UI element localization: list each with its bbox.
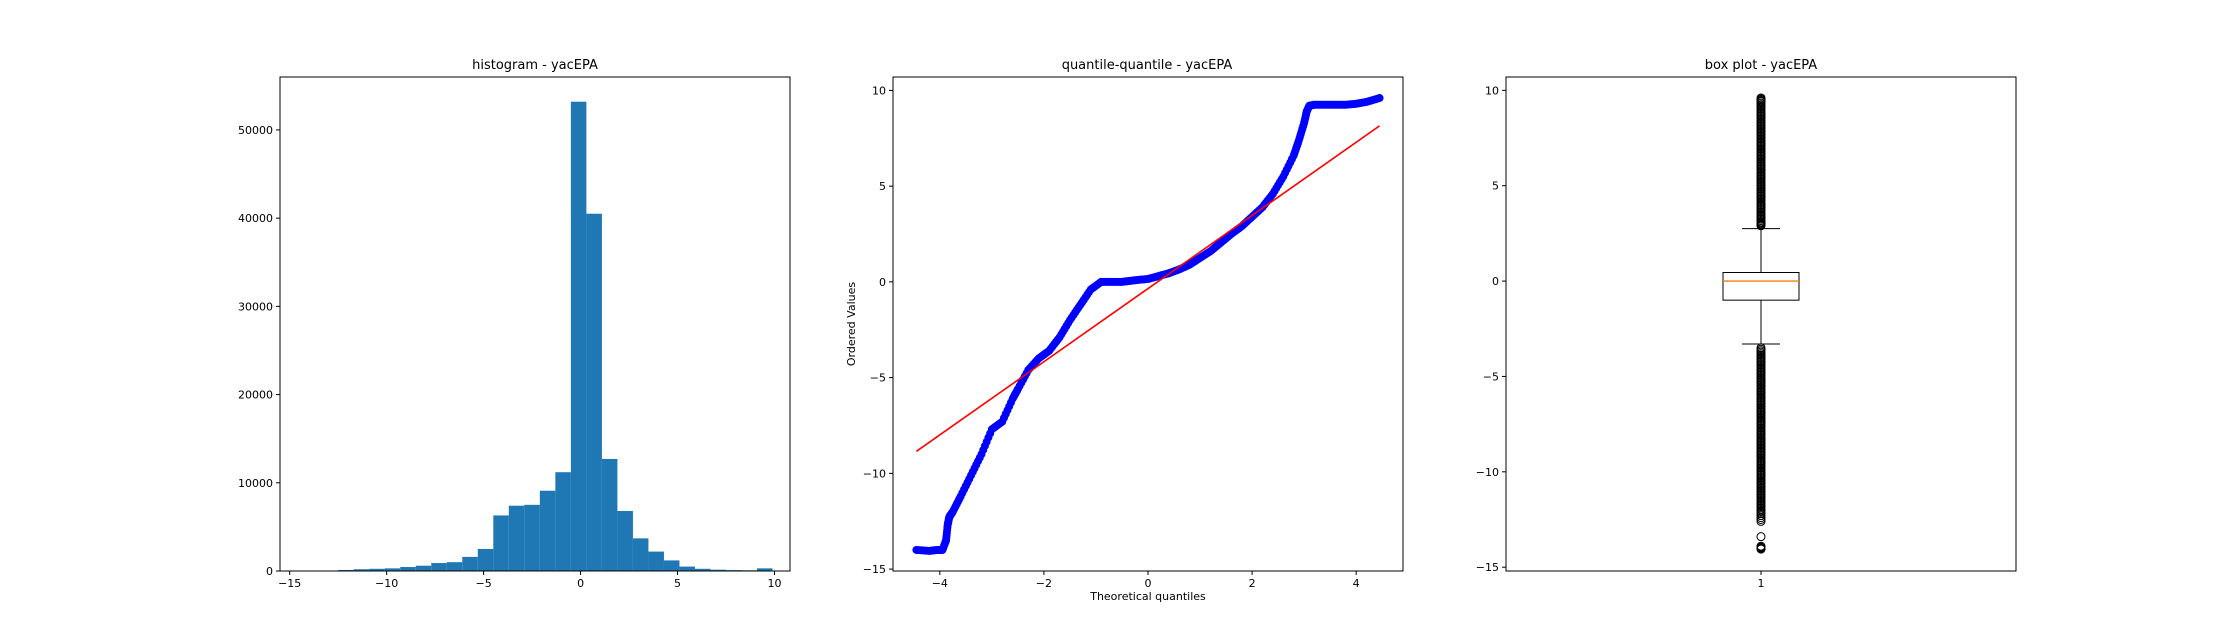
histogram-bar (508, 505, 525, 571)
histogram-bar (415, 565, 432, 571)
histogram-bar (570, 101, 587, 571)
qq-xtick-label: 4 (1353, 577, 1360, 590)
histogram-ytick-label: 0 (266, 565, 273, 578)
histogram-bar (648, 551, 664, 571)
qq-ylabel: Ordered Values (845, 282, 858, 366)
histogram-ytick-label: 30000 (238, 300, 273, 313)
boxplot-ytick-label: 0 (1492, 275, 1499, 288)
histogram-bar (617, 511, 633, 571)
histogram-ticks: −15 −10 −5 0 5 10 0 10000 20000 30000 40000 50000 (238, 124, 781, 590)
qq-xtick-label: −2 (1036, 577, 1052, 590)
histogram-ytick-label: 20000 (238, 389, 273, 402)
boxplot-body (1722, 93, 1800, 554)
boxplot-flier (1756, 516, 1766, 526)
qq-ytick-label: 0 (879, 276, 886, 289)
histogram-bar (679, 566, 695, 571)
boxplot-flier (1756, 544, 1766, 554)
histogram-axes-frame (279, 76, 791, 572)
qq-fit-line (915, 125, 1381, 452)
boxplot-ticks: 1 −15 −10 −5 0 5 10 (1476, 84, 1765, 590)
qq-ytick-label: 5 (879, 180, 886, 193)
histogram-bar (384, 568, 401, 571)
boxplot-ytick-label: −10 (1476, 466, 1499, 479)
boxplot-ytick-label: −5 (1483, 370, 1499, 383)
histogram-bar (710, 569, 727, 571)
histogram-ytick-label: 40000 (238, 212, 273, 225)
histogram-bar (353, 569, 370, 571)
histogram-bar (400, 567, 416, 571)
qq-ytick-label: 10 (872, 84, 886, 97)
histogram-bar (524, 504, 540, 571)
qq-panel: quantile-quantile - yacEPA −4 −2 0 2 4 −15 −10… (845, 58, 1404, 603)
histogram-bar (586, 213, 602, 571)
histogram-bar (493, 515, 509, 571)
histogram-bar (601, 458, 618, 571)
histogram-bar (338, 569, 354, 571)
histogram-bar (431, 563, 447, 571)
histogram-bar (539, 490, 556, 571)
histogram-bar (369, 568, 385, 571)
histogram-bar (446, 562, 463, 571)
qq-points (912, 94, 1384, 555)
boxplot-ytick-label: 10 (1485, 84, 1499, 97)
histogram-bar (632, 538, 649, 571)
qq-xlabel: Theoretical quantiles (1089, 590, 1206, 603)
histogram-title: histogram - yacEPA (472, 58, 598, 73)
histogram-xtick-label: −15 (278, 577, 301, 590)
histogram-xtick-label: 10 (767, 577, 781, 590)
qq-ticks: −4 −2 0 2 4 −15 −10 −5 0 5 10 (863, 84, 1360, 590)
boxplot-ytick-label: −15 (1476, 561, 1499, 574)
histogram-ytick-label: 50000 (238, 124, 273, 137)
boxplot-panel: box plot - yacEPA 1 −15 −10 −5 0 5 10 (1476, 58, 2017, 590)
boxplot-xtick-label: 1 (1758, 577, 1765, 590)
histogram-panel: histogram - yacEPA −15 −10 −5 0 5 10 0 10000 200… (238, 58, 791, 590)
histogram-ytick-label: 10000 (238, 477, 273, 490)
boxplot-flier (1756, 93, 1766, 103)
histogram-bar (477, 548, 494, 571)
histogram-bar (663, 560, 680, 571)
histogram-bar (694, 568, 711, 571)
boxplot-ytick-label: 5 (1492, 180, 1499, 193)
qq-axes-frame (892, 76, 1404, 572)
histogram-xtick-label: 0 (577, 577, 584, 590)
boxplot-title: box plot - yacEPA (1705, 58, 1818, 73)
qq-xtick-label: 2 (1249, 577, 1256, 590)
qq-ytick-label: −5 (870, 372, 886, 385)
histogram-bar (555, 472, 571, 571)
qq-point (1375, 94, 1384, 103)
histogram-bars (307, 101, 773, 572)
qq-xtick-label: −4 (932, 577, 948, 590)
histogram-xtick-label: −10 (375, 577, 398, 590)
histogram-bar (462, 556, 478, 571)
histogram-xtick-label: −5 (476, 577, 492, 590)
histogram-xtick-label: 5 (674, 577, 681, 590)
boxplot-flier (1756, 532, 1766, 542)
qq-ytick-label: −10 (863, 467, 886, 480)
qq-ytick-label: −15 (863, 563, 886, 576)
qq-xtick-label: 0 (1145, 577, 1152, 590)
histogram-bar (757, 568, 773, 571)
boxplot-box (1722, 272, 1800, 301)
qq-title: quantile-quantile - yacEPA (1062, 58, 1233, 73)
boxplot-axes-frame (1505, 76, 2017, 572)
